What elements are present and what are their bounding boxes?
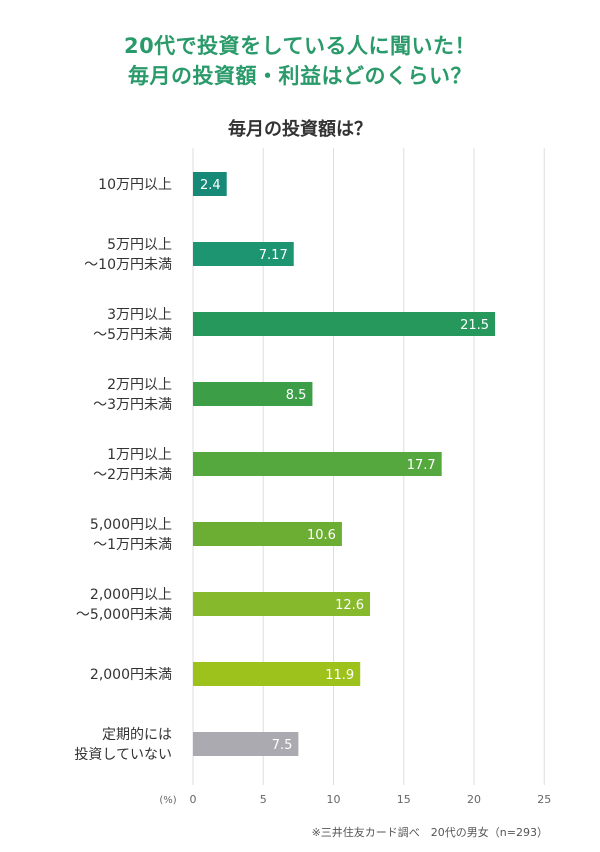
bar-value-label: 12.6 (335, 598, 364, 613)
x-tick-label: 5 (260, 793, 267, 806)
category-label: ～2万円未満 (93, 467, 172, 483)
category-label: 3万円以上 (107, 307, 172, 323)
category-label: 投資していない (74, 747, 172, 763)
bar-value-label: 2.4 (200, 178, 221, 193)
bar-value-label: 10.6 (307, 528, 336, 543)
source-note: ※三井住友カード調べ 20代の男女（n=293） (311, 826, 548, 839)
bar (193, 732, 299, 756)
bar-value-label: 21.5 (460, 318, 489, 333)
x-tick-label: 15 (397, 793, 411, 806)
bar (193, 382, 313, 406)
bar-value-label: 8.5 (286, 388, 307, 403)
headline-line-2: 毎月の投資額・利益はどのくらい？ (128, 64, 472, 88)
x-tick-label: 20 (467, 793, 481, 806)
bar (193, 452, 442, 476)
x-unit-label: (%) (159, 795, 176, 806)
category-label: 5,000円以上 (90, 517, 172, 533)
category-label: 10万円以上 (98, 177, 172, 193)
category-label: 2万円以上 (107, 377, 172, 393)
category-label: 2,000円以上 (90, 587, 172, 603)
category-label: ～1万円未満 (93, 537, 172, 553)
bar (193, 662, 361, 686)
bar-value-label: 7.5 (272, 738, 293, 753)
bar (193, 312, 496, 336)
headline-line-1: 20代で投資をしている人に聞いた！ (123, 34, 477, 58)
category-label: ～10万円未満 (84, 257, 172, 273)
category-label: 5万円以上 (107, 237, 172, 253)
x-tick-label: 10 (327, 793, 341, 806)
category-label: 1万円以上 (107, 447, 172, 463)
category-label: ～5,000円未満 (76, 607, 172, 623)
bar-value-label: 17.7 (407, 458, 436, 473)
x-tick-label: 0 (190, 793, 197, 806)
x-tick-label: 25 (537, 793, 551, 806)
bar (193, 522, 342, 546)
bar (193, 592, 371, 616)
bar-value-label: 7.17 (259, 248, 288, 263)
bar (193, 242, 294, 266)
category-label: ～5万円未満 (93, 327, 172, 343)
category-label: 定期的には (102, 727, 172, 743)
bar (193, 172, 227, 196)
bar-value-label: 11.9 (325, 668, 354, 683)
category-label: 2,000円未満 (90, 667, 172, 683)
chart-title: 毎月の投資額は？ (228, 119, 372, 140)
category-label: ～3万円未満 (93, 397, 172, 413)
